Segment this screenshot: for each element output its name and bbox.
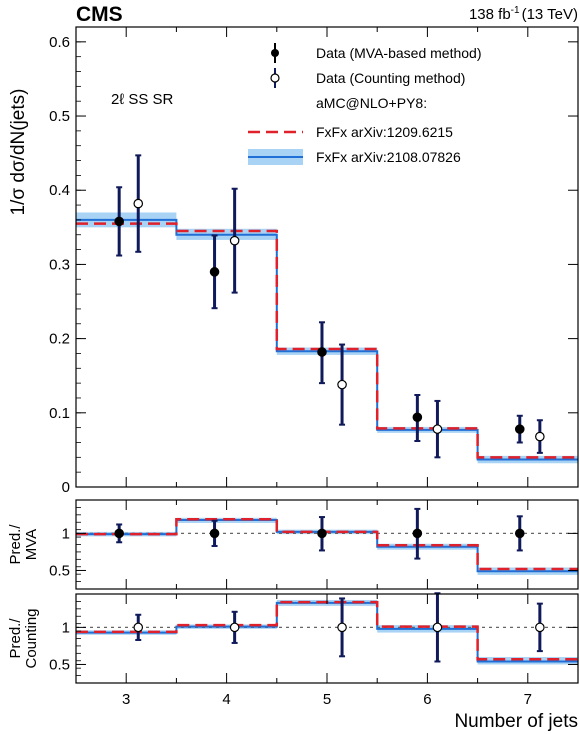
main-data-counting-point-4 — [432, 424, 443, 434]
main-ytick-label-6: 0.5 — [49, 108, 70, 125]
ratio-mva-frame — [75, 499, 579, 590]
main-ytick-label-7: 0.6 — [49, 34, 70, 51]
ratio-counting-ylabel: Pred./Counting — [7, 608, 40, 668]
ratio-counting-panel: 0.5 1 3 4 5 6 7 Pred./Counting Number of jets — [7, 592, 579, 732]
ratio-counting-xtick-label-5: 7 — [524, 691, 532, 708]
lumi-value: 138 fb — [469, 6, 511, 23]
main-ytick-label-2: 0.1 — [49, 405, 70, 422]
ratio-counting-xtick-label-1: 3 — [122, 691, 130, 708]
ratio-mva-data-mva-point-4 — [412, 528, 423, 539]
main-ytick-label-1: 0 — [62, 479, 70, 496]
energy-value: (13 TeV) — [522, 6, 578, 23]
ratio-mva-data-mva-point-2 — [209, 528, 220, 539]
ratio-mva-ytick-label-1: 0.5 — [49, 562, 70, 579]
ratio-mva-ylabel-line-2: MVA — [23, 529, 40, 560]
main-data-mva-point-2 — [209, 267, 220, 277]
legend-mva-marker — [271, 49, 279, 57]
ratio-counting-data-counting-point-4 — [432, 622, 443, 633]
main-data-mva-point-4 — [412, 412, 423, 423]
main-fxfx1-line — [76, 222, 578, 459]
ratio-mva-ylabel-line-1: Pred./ — [7, 524, 24, 565]
legend-mva-label: Data (MVA-based method) — [316, 45, 481, 61]
ratio-counting-ylabel-line-1: Pred./ — [7, 618, 24, 659]
legend-fxfx2-label: FxFx arXiv:2108.07826 — [316, 149, 461, 165]
ratio-counting-ytick-label-1: 0.5 — [49, 656, 70, 673]
ratio-counting-frame — [75, 593, 579, 684]
ratio-counting-ytick-label-2: 1 — [62, 619, 70, 636]
legend-fxfx1-label: FxFx arXiv:1209.6215 — [316, 124, 453, 140]
ratio-mva-fxfx1-line — [76, 518, 578, 571]
region-label: 2ℓ SS SR — [111, 91, 174, 108]
ratio-mva-data-mva-point-5 — [514, 528, 525, 539]
main-fxfx2-line — [76, 218, 578, 461]
main-data-counting-point-2 — [229, 235, 240, 246]
main-data-counting-point-3 — [337, 379, 347, 390]
ratio-mva-panel: 0.5 1 Pred./MVA — [7, 499, 579, 590]
main-ytick-label-4: 0.3 — [49, 256, 70, 273]
experiment-label: CMS — [76, 3, 123, 26]
ratio-counting-data-counting-point-3 — [337, 622, 347, 633]
main-ylabel: 1/σ dσ/dN(jets) — [8, 89, 29, 216]
lumi-exponent: -1 — [511, 5, 520, 16]
legend-counting-label: Data (Counting method) — [316, 70, 465, 86]
ratio-mva-data-mva-point-3 — [317, 528, 327, 539]
ratio-counting-data-counting-point-2 — [229, 622, 240, 633]
ratio-mva-data-mva-point-1 — [114, 528, 124, 539]
ratio-mva-ylabel: Pred./MVA — [7, 524, 40, 565]
ratio-counting-xtick-label-4: 6 — [423, 691, 431, 708]
legend-generator-header: aMC@NLO+PY8: — [316, 95, 427, 111]
main-ytick-label-5: 0.4 — [49, 182, 70, 199]
ratio-mva-ytick-label-2: 1 — [62, 525, 70, 542]
ratio-counting-ylabel-line-2: Counting — [23, 608, 40, 668]
ratio-counting-xlabel: Number of jets — [454, 711, 578, 732]
main-ytick-label-3: 0.2 — [49, 331, 70, 348]
ratio-counting-data-counting-point-1 — [133, 622, 144, 633]
main-distribution-panel: 0 0.1 0.2 0.3 0.4 0.5 0.6 1/σ dσ/dN(jets) — [8, 26, 579, 496]
ratio-counting-xtick-label-2: 4 — [222, 691, 230, 708]
main-data-mva-point-5 — [514, 424, 525, 434]
ratio-mva-fxfx2-line — [76, 519, 578, 573]
main-data-mva-point-3 — [317, 347, 327, 357]
legend: Data (MVA-based method) Data (Counting m… — [248, 43, 481, 165]
main-data-mva-point-1 — [114, 216, 124, 227]
legend-counting-marker — [270, 73, 280, 83]
ratio-counting-fxfx1-line — [76, 600, 578, 661]
ratio-counting-xtick-label-3: 5 — [323, 691, 331, 708]
luminosity-label: 138 fb-1 (13 TeV) — [469, 5, 578, 23]
main-data-counting-point-1 — [133, 198, 144, 209]
ratio-counting-data-counting-point-5 — [535, 622, 545, 633]
main-data-counting-point-5 — [535, 431, 545, 442]
